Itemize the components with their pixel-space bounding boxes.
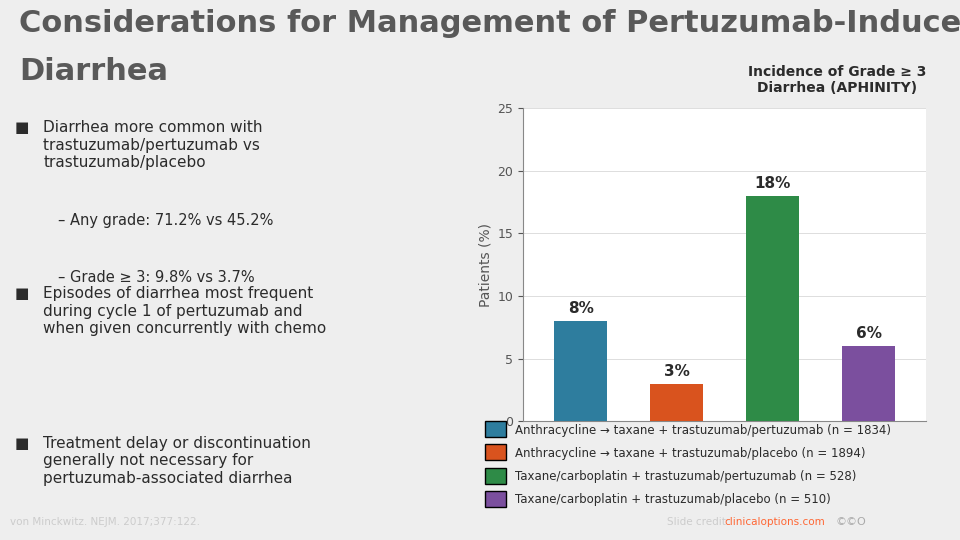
FancyBboxPatch shape: [485, 421, 506, 437]
Text: Episodes of diarrhea most frequent
during cycle 1 of pertuzumab and
when given c: Episodes of diarrhea most frequent durin…: [43, 286, 326, 336]
Text: 6%: 6%: [855, 326, 882, 341]
Text: von Minckwitz. NEJM. 2017;377:122.: von Minckwitz. NEJM. 2017;377:122.: [10, 517, 200, 528]
Text: Slide credit:: Slide credit:: [667, 517, 732, 528]
Text: ©©O: ©©O: [835, 517, 866, 528]
Text: ■: ■: [14, 436, 29, 451]
Text: Taxane/carboplatin + trastuzumab/placebo (n = 510): Taxane/carboplatin + trastuzumab/placebo…: [516, 493, 830, 506]
FancyBboxPatch shape: [485, 444, 506, 461]
FancyBboxPatch shape: [485, 468, 506, 484]
Text: – Grade ≥ 3: 9.8% vs 3.7%: – Grade ≥ 3: 9.8% vs 3.7%: [58, 270, 254, 285]
Text: Taxane/carboplatin + trastuzumab/pertuzumab (n = 528): Taxane/carboplatin + trastuzumab/pertuzu…: [516, 470, 856, 483]
Text: Diarrhea more common with
trastuzumab/pertuzumab vs
trastuzumab/placebo: Diarrhea more common with trastuzumab/pe…: [43, 120, 263, 170]
Text: ■: ■: [14, 120, 29, 135]
Text: Considerations for Management of Pertuzumab-Induced: Considerations for Management of Pertuzu…: [19, 9, 960, 38]
Text: Treatment delay or discontinuation
generally not necessary for
pertuzumab-associ: Treatment delay or discontinuation gener…: [43, 436, 311, 486]
Text: Diarrhea: Diarrhea: [19, 57, 168, 86]
Text: 18%: 18%: [755, 176, 791, 191]
Y-axis label: Patients (%): Patients (%): [478, 222, 492, 307]
Bar: [843, 346, 896, 421]
Text: Anthracycline → taxane + trastuzumab/pertuzumab (n = 1834): Anthracycline → taxane + trastuzumab/per…: [516, 423, 891, 437]
Text: Incidence of Grade ≥ 3
Diarrhea (APHINITY): Incidence of Grade ≥ 3 Diarrhea (APHINIT…: [748, 65, 926, 96]
Bar: [651, 383, 703, 421]
Bar: [555, 321, 608, 421]
Text: clinicaloptions.com: clinicaloptions.com: [725, 517, 826, 528]
FancyBboxPatch shape: [485, 491, 506, 507]
Bar: [747, 195, 800, 421]
Text: ■: ■: [14, 286, 29, 301]
Text: – Any grade: 71.2% vs 45.2%: – Any grade: 71.2% vs 45.2%: [58, 213, 273, 228]
Text: 3%: 3%: [664, 363, 689, 379]
Text: 8%: 8%: [568, 301, 593, 316]
Text: Anthracycline → taxane + trastuzumab/placebo (n = 1894): Anthracycline → taxane + trastuzumab/pla…: [516, 447, 866, 460]
